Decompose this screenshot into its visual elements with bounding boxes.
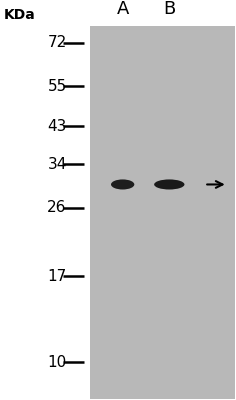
Ellipse shape — [111, 180, 134, 190]
Text: 10: 10 — [47, 355, 67, 370]
Text: 55: 55 — [47, 79, 67, 94]
Text: 72: 72 — [47, 35, 67, 50]
Bar — [90, 26, 235, 399]
Text: 17: 17 — [47, 269, 67, 284]
Text: 34: 34 — [47, 157, 67, 172]
Text: KDa: KDa — [4, 8, 35, 22]
Text: 43: 43 — [47, 119, 67, 134]
Ellipse shape — [154, 180, 185, 190]
Text: B: B — [163, 0, 175, 18]
Text: A: A — [117, 0, 129, 18]
Text: 26: 26 — [47, 200, 67, 215]
